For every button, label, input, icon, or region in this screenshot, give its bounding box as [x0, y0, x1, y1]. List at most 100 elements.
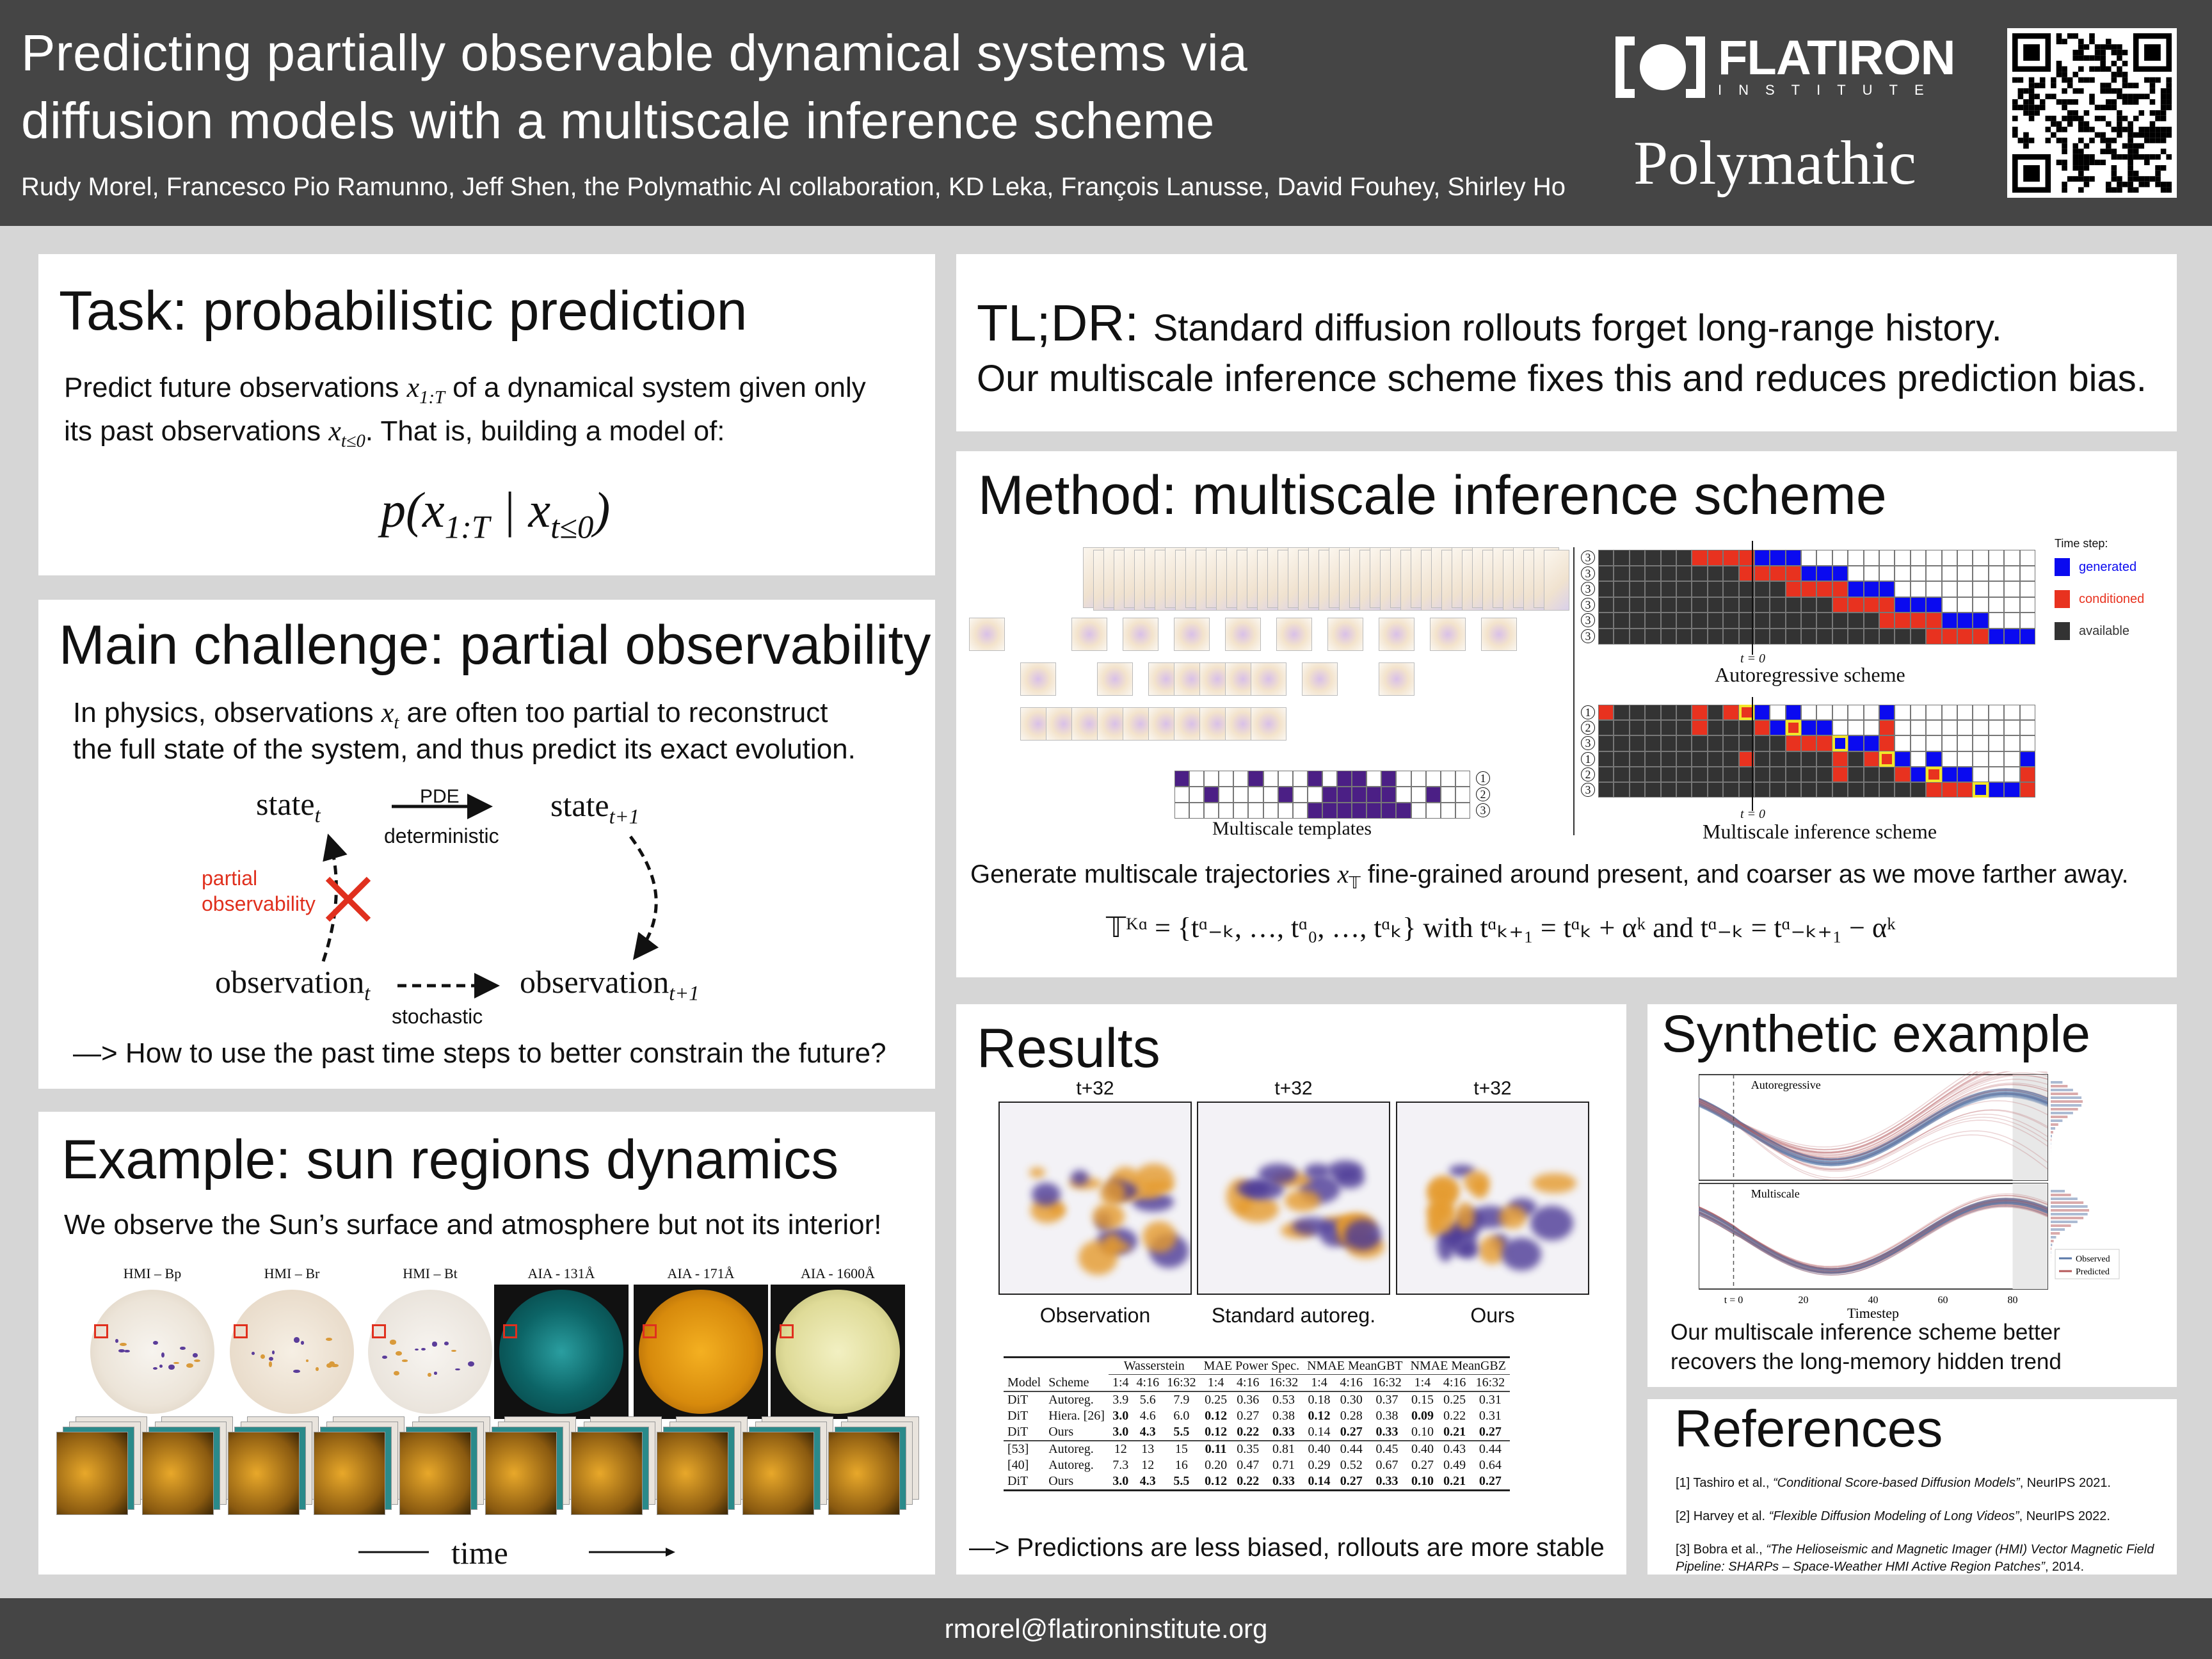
template-cell [1278, 787, 1293, 803]
grid-cell [1926, 550, 1942, 566]
qr-code-icon[interactable] [2007, 28, 2177, 198]
flatiron-logo-icon [1615, 36, 1705, 98]
grid-cell [1785, 628, 1802, 645]
grid-cell [1614, 565, 1630, 582]
qr-module [2083, 181, 2090, 188]
table-cell: 3.0 [1112, 1409, 1129, 1423]
x-axis-label: Timestep [1847, 1305, 1899, 1321]
grid-cell [1848, 766, 1864, 782]
qr-module [2017, 93, 2024, 100]
contact-email[interactable]: rmorel@flatironinstitute.org [944, 1614, 1268, 1644]
qr-module [2012, 77, 2018, 83]
template-cell [1352, 771, 1367, 787]
qr-module [2133, 170, 2139, 177]
grid-cell [1707, 735, 1724, 751]
qr-module [2100, 49, 2106, 56]
table-cell: 0.10 [1411, 1425, 1434, 1439]
grid-cell [2019, 613, 2035, 629]
grid-cell [1692, 766, 1708, 782]
grid-cell [1707, 581, 1724, 597]
qr-module [2083, 143, 2090, 149]
grid-cell [2004, 720, 2020, 736]
histogram-bar [2051, 1096, 2082, 1099]
qr-module [2128, 187, 2133, 193]
qr-module [2072, 154, 2079, 160]
t0-label: t = 0 [1740, 807, 1766, 821]
grid-cell [1988, 550, 2005, 566]
predicted-trajectory [1699, 1201, 2048, 1272]
multiscale-grid [1598, 705, 2035, 798]
table-cell: DiT [1007, 1425, 1029, 1439]
cross-icon [325, 876, 371, 922]
table-cell: 0.12 [1205, 1425, 1228, 1439]
template-cell [1263, 803, 1278, 819]
qr-module [2062, 66, 2067, 72]
grid-cell [1629, 550, 1646, 566]
grid-cell [1785, 735, 1802, 751]
grid-cell [1832, 720, 1848, 736]
grid-cell [2004, 751, 2020, 767]
tldr-text-1: TL;DR: Standard diffusion rollouts forge… [977, 294, 2002, 351]
grid-cell [1629, 581, 1646, 597]
qr-module [2100, 104, 2106, 111]
table-cell: 0.44 [1340, 1442, 1363, 1456]
table-cell: 0.40 [1308, 1442, 1331, 1456]
qr-module [2089, 99, 2095, 105]
predicted-trajectory [1699, 1198, 2048, 1269]
grid-cell [1692, 613, 1708, 629]
grid-cell [1707, 720, 1724, 736]
qr-module [2062, 143, 2067, 149]
grid-cell [1988, 766, 2005, 782]
image-caption: Standard autoreg. [1211, 1304, 1376, 1327]
grid-cell [1895, 565, 1911, 582]
qr-module [2062, 126, 2067, 132]
grid-cell [1895, 766, 1911, 782]
table-cell: 0.33 [1375, 1425, 1399, 1439]
grid-cell [1723, 613, 1739, 629]
template-frame [1379, 662, 1415, 696]
qr-module [2160, 132, 2167, 138]
qr-module [2122, 126, 2128, 132]
qr-module [2122, 49, 2128, 56]
qr-module [2128, 93, 2133, 100]
qr-module [2111, 170, 2117, 177]
header: Predicting partially observable dynamica… [0, 0, 2212, 226]
logo-sub: INSTITUTE [1718, 82, 1941, 98]
qr-module [2072, 165, 2079, 171]
qr-module [2067, 121, 2073, 127]
grid-cell [1988, 751, 2005, 767]
grid-cell [1629, 781, 1646, 798]
method-title: Method: multiscale inference scheme [978, 465, 1887, 526]
grid-cell [1660, 720, 1676, 736]
observed-trajectory [1699, 1094, 2048, 1166]
predicted-trajectory [1699, 1201, 2048, 1270]
qr-module [2078, 138, 2084, 143]
time-label: time [451, 1535, 508, 1571]
qr-module [2089, 33, 2095, 39]
qr-module [2072, 159, 2079, 166]
grid-cell [1801, 613, 1817, 629]
grid-cell [1645, 565, 1661, 582]
templates-caption: Multiscale templates [1212, 818, 1372, 839]
grid-cell [1738, 705, 1754, 721]
column-header: Model [1007, 1375, 1041, 1390]
column-header: 16:32 [1475, 1375, 1505, 1390]
observed-trajectory [1699, 1091, 2048, 1161]
grid-cell [1879, 751, 1895, 767]
template-cell [1204, 787, 1219, 803]
table-cell: 0.10 [1411, 1474, 1434, 1488]
predicted-trajectory [1699, 1071, 2048, 1154]
grid-cell [1926, 581, 1942, 597]
predicted-trajectory [1699, 1193, 2048, 1267]
grid-cell [1723, 550, 1739, 566]
predicted-trajectory [1699, 1205, 2048, 1276]
scale-label: 3 [1581, 613, 1595, 628]
grid-cell [1707, 628, 1724, 645]
qr-module [2072, 110, 2079, 116]
observed-trajectory [1699, 1205, 2048, 1276]
grid-cell [2004, 581, 2020, 597]
table-cell: DiT [1007, 1393, 1029, 1407]
title-line-2: diffusion models with a multiscale infer… [21, 92, 1215, 149]
qr-module [2111, 44, 2117, 50]
grid-cell [1598, 628, 1614, 645]
